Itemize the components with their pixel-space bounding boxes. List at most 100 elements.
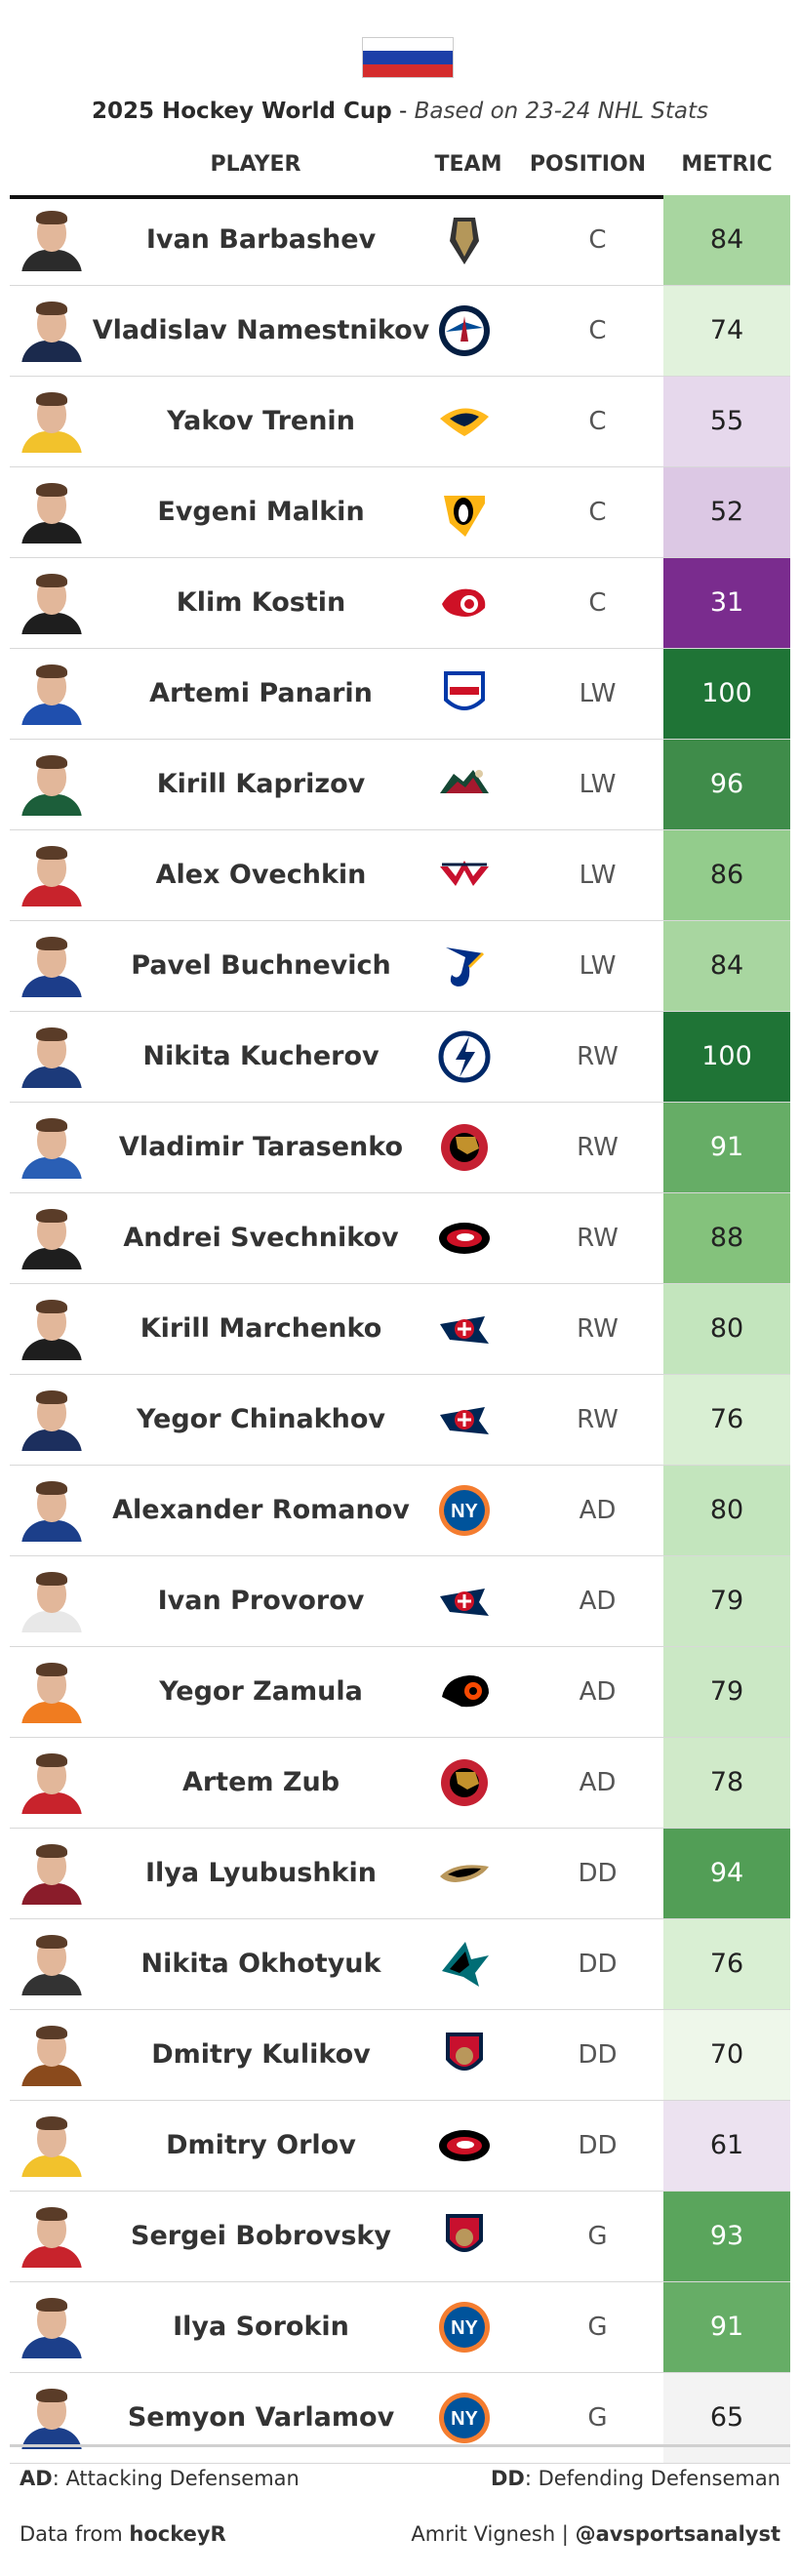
table-row[interactable]: Sergei Bobrovsky G 93 <box>10 2192 790 2282</box>
table-row[interactable]: Alex Ovechkin LW 86 <box>10 830 790 921</box>
headshot-jersey <box>21 794 82 816</box>
column-header-team[interactable]: TEAM <box>434 152 502 177</box>
player-position: LW <box>579 951 617 981</box>
columbus-blue-jackets-logo <box>436 1391 493 1448</box>
flag-stripe-red <box>363 63 453 77</box>
table-row[interactable]: Ivan Provorov AD 79 <box>10 1556 790 1647</box>
table-row[interactable]: Andrei Svechnikov RW 88 <box>10 1193 790 1284</box>
player-metric: 91 <box>663 1103 790 1192</box>
player-name: Sergei Bobrovsky <box>131 2221 391 2251</box>
headshot-jersey <box>21 431 82 453</box>
new-york-islanders-logo: NY <box>436 2299 493 2355</box>
table-row[interactable]: Semyon Varlamov NY G 65 <box>10 2373 790 2464</box>
player-metric: 80 <box>663 1466 790 1555</box>
player-name: Semyon Varlamov <box>127 2402 395 2433</box>
player-headshot <box>21 1389 82 1451</box>
table-row[interactable]: Yegor Zamula AD 79 <box>10 1647 790 1738</box>
player-name: Vladimir Tarasenko <box>118 1132 404 1162</box>
table-row[interactable]: Yegor Chinakhov RW 76 <box>10 1375 790 1466</box>
player-headshot <box>21 2296 82 2358</box>
player-name: Ilya Sorokin <box>173 2312 349 2342</box>
player-position: DD <box>578 2040 618 2070</box>
player-position: C <box>588 588 607 618</box>
player-headshot <box>21 2205 82 2268</box>
player-headshot <box>21 753 82 816</box>
player-table: Ivan Barbashev C 84 Vladislav Namestnikov C 7… <box>10 195 790 2464</box>
player-position: RW <box>577 1133 619 1162</box>
philadelphia-flyers-logo <box>436 1664 493 1720</box>
table-row[interactable]: Artem Zub AD 78 <box>10 1738 790 1829</box>
table-row[interactable]: Nikita Kucherov RW 100 <box>10 1012 790 1103</box>
author-handle[interactable]: @avsportsanalyst <box>575 2522 780 2546</box>
headshot-jersey <box>21 1429 82 1451</box>
column-header-position[interactable]: POSITION <box>529 152 647 177</box>
headshot-jersey <box>21 885 82 906</box>
headshot-jersey <box>21 1974 82 1995</box>
table-row[interactable]: Kirill Marchenko RW 80 <box>10 1284 790 1375</box>
table-row[interactable]: Alexander Romanov NY AD 80 <box>10 1466 790 1556</box>
detroit-red-wings-logo <box>436 575 493 631</box>
table-row[interactable]: Yakov Trenin C 55 <box>10 377 790 467</box>
headshot-hair <box>36 937 67 950</box>
table-row[interactable]: Ilya Sorokin NY G 91 <box>10 2282 790 2373</box>
table-row[interactable]: Evgeni Malkin C 52 <box>10 467 790 558</box>
player-headshot <box>21 390 82 453</box>
player-position: RW <box>577 1042 619 1071</box>
headshot-jersey <box>21 522 82 543</box>
headshot-hair <box>36 755 67 769</box>
player-headshot <box>21 663 82 725</box>
player-position: LW <box>579 861 617 890</box>
player-headshot <box>21 1479 82 1542</box>
legend-dd-abbr: DD <box>490 2467 525 2490</box>
table-row[interactable]: Pavel Buchnevich LW 84 <box>10 921 790 1012</box>
author-credit: Amrit Vignesh | @avsportsanalyst <box>411 2522 780 2546</box>
table-row[interactable]: Vladimir Tarasenko RW 91 <box>10 1103 790 1193</box>
table-row[interactable]: Dmitry Orlov DD 61 <box>10 2101 790 2192</box>
headshot-hair <box>36 1663 67 1676</box>
player-name: Ilya Lyubushkin <box>145 1858 377 1888</box>
table-row[interactable]: Ivan Barbashev C 84 <box>10 195 790 286</box>
headshot-hair <box>36 1209 67 1223</box>
player-metric: 61 <box>663 2101 790 2191</box>
headshot-jersey <box>21 2065 82 2086</box>
table-row[interactable]: Dmitry Kulikov DD 70 <box>10 2010 790 2101</box>
player-position: DD <box>578 2131 618 2160</box>
table-row[interactable]: Vladislav Namestnikov C 74 <box>10 286 790 377</box>
player-metric: 100 <box>663 649 790 739</box>
player-name: Nikita Okhotyuk <box>140 1949 381 1979</box>
table-row[interactable]: Kirill Kaprizov LW 96 <box>10 740 790 830</box>
player-headshot <box>21 2114 82 2177</box>
table-row[interactable]: Artemi Panarin LW 100 <box>10 649 790 740</box>
player-headshot <box>21 1298 82 1360</box>
column-header-player[interactable]: PLAYER <box>210 152 301 177</box>
player-position: LW <box>579 679 617 708</box>
player-position: G <box>587 2313 608 2342</box>
player-name: Kirill Kaprizov <box>156 769 366 799</box>
player-position: RW <box>577 1314 619 1344</box>
headshot-hair <box>36 392 67 406</box>
headshot-jersey <box>21 2155 82 2177</box>
author-name: Amrit Vignesh | <box>411 2522 576 2546</box>
columbus-blue-jackets-logo <box>436 1573 493 1630</box>
player-position: G <box>587 2222 608 2251</box>
player-metric: 84 <box>663 921 790 1011</box>
svg-text:NY: NY <box>451 2317 478 2339</box>
title-main: 2025 Hockey World Cup <box>91 99 392 124</box>
headshot-hair <box>36 1300 67 1313</box>
column-header-metric[interactable]: METRIC <box>681 152 773 177</box>
table-row[interactable]: Nikita Okhotyuk DD 76 <box>10 1919 790 2010</box>
headshot-jersey <box>21 1883 82 1905</box>
player-headshot <box>21 481 82 543</box>
tampa-bay-lightning-logo <box>436 1028 493 1085</box>
player-headshot <box>21 844 82 906</box>
svg-text:NY: NY <box>451 1501 478 1522</box>
headshot-hair <box>36 664 67 678</box>
table-row[interactable]: Ilya Lyubushkin DD 94 <box>10 1829 790 1919</box>
headshot-hair <box>36 1390 67 1404</box>
headshot-hair <box>36 2026 67 2039</box>
source-name[interactable]: hockeyR <box>129 2522 226 2546</box>
player-name: Ivan Provorov <box>157 1586 365 1616</box>
minnesota-wild-logo <box>436 756 493 813</box>
player-metric: 31 <box>663 558 790 648</box>
table-row[interactable]: Klim Kostin C 31 <box>10 558 790 649</box>
